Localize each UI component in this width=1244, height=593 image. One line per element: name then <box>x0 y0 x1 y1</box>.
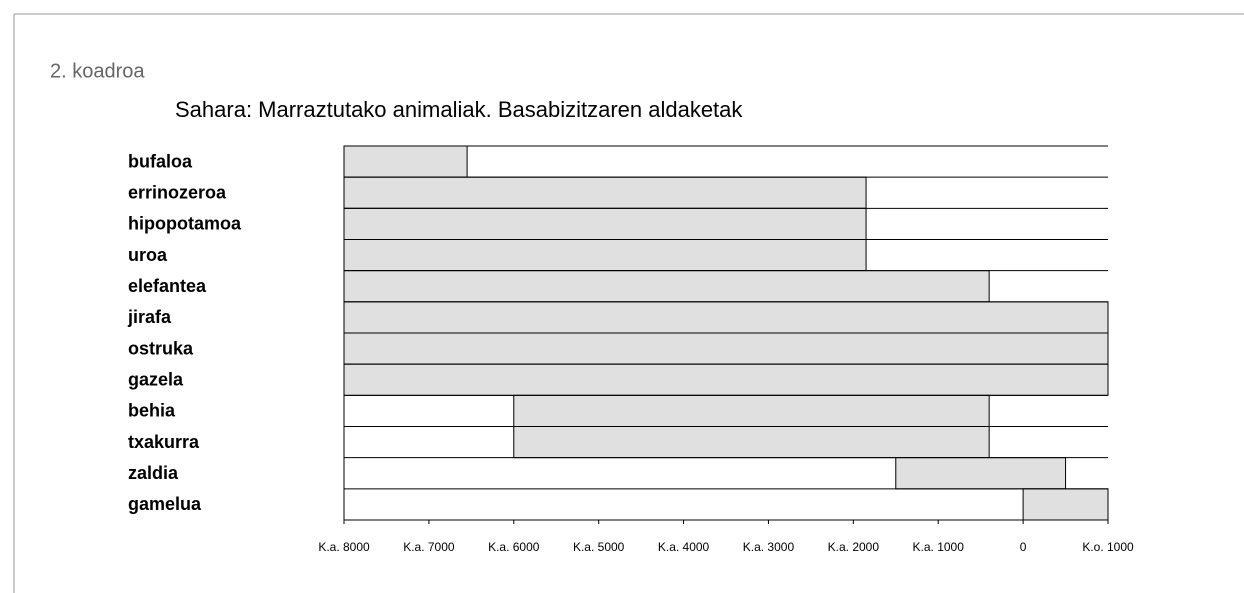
category-label: txakurra <box>128 432 200 452</box>
x-tick-label: K.a. 6000 <box>488 540 540 554</box>
category-label: gamelua <box>128 494 202 514</box>
bar <box>895 457 1067 490</box>
category-label: errinozeroa <box>128 183 227 203</box>
bar <box>343 270 990 303</box>
bar <box>343 363 1109 396</box>
x-tick-label: K.a. 1000 <box>913 540 965 554</box>
caption: 2. koadroa <box>50 60 145 82</box>
x-tick-label: K.a. 7000 <box>403 540 455 554</box>
bar <box>343 301 1109 334</box>
bar <box>343 239 867 272</box>
category-label: ostruka <box>128 338 194 358</box>
category-label: elefantea <box>128 276 207 296</box>
x-tick-label: 0 <box>1020 540 1027 554</box>
x-tick-label: K.a. 3000 <box>743 540 795 554</box>
x-tick-label: K.a. 5000 <box>573 540 625 554</box>
category-label: hipopotamoa <box>128 214 242 234</box>
bar <box>343 207 867 240</box>
bar <box>513 394 990 428</box>
bar <box>513 426 990 459</box>
category-label: behia <box>128 401 176 421</box>
category-label: gazela <box>128 370 184 390</box>
chart-title: Sahara: Marraztutako animaliak. Basabizi… <box>175 97 743 122</box>
bar <box>343 176 867 209</box>
bar <box>343 332 1109 365</box>
category-label: bufaloa <box>128 151 193 171</box>
x-tick-label: K.a. 2000 <box>828 540 880 554</box>
x-tick-label: K.o. 1000 <box>1082 540 1134 554</box>
x-tick-label: K.a. 4000 <box>658 540 710 554</box>
category-label: jirafa <box>127 307 172 327</box>
category-label: uroa <box>128 245 168 265</box>
category-label: zaldia <box>128 463 179 483</box>
x-tick-label: K.a. 8000 <box>318 540 370 554</box>
bar <box>343 145 468 178</box>
bar <box>1022 488 1109 521</box>
